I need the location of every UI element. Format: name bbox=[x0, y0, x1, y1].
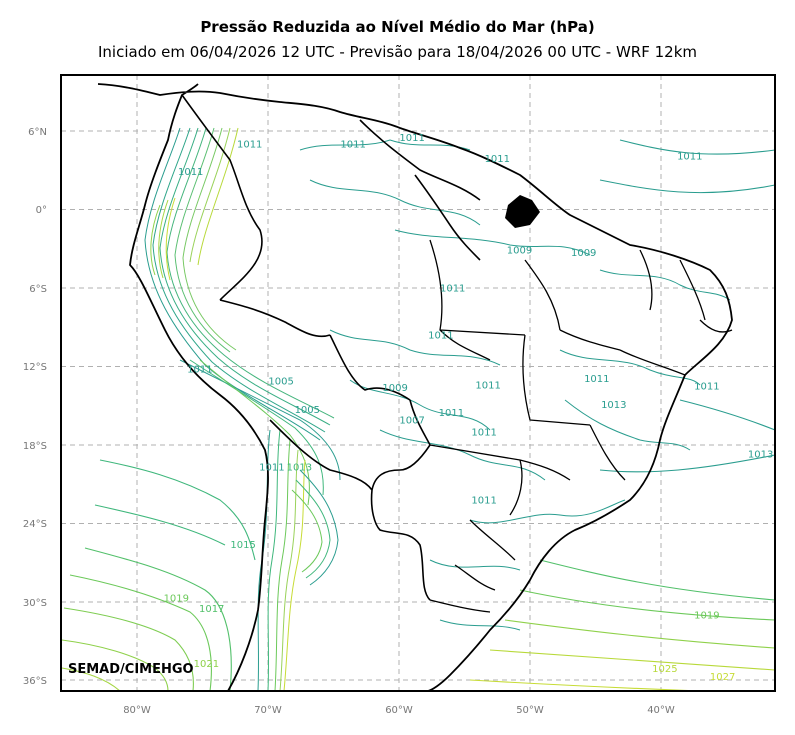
contour-label: 1013 bbox=[748, 450, 773, 461]
state-borders bbox=[429, 239, 733, 613]
country-borders bbox=[181, 94, 481, 601]
andes-contours bbox=[144, 127, 341, 691]
contour-label: 1011 bbox=[237, 140, 262, 151]
contour-label: 1009 bbox=[571, 248, 596, 259]
map-grid bbox=[61, 75, 775, 691]
contour-label: 1005 bbox=[268, 376, 293, 387]
interior-isobars bbox=[299, 139, 731, 631]
contour-label: 1011 bbox=[178, 167, 203, 178]
lat-label: 36°S bbox=[23, 676, 47, 687]
map-subtitle: Iniciado em 06/04/2026 12 UTC - Previsão… bbox=[97, 43, 698, 61]
map-frame bbox=[60, 74, 776, 692]
contour-label: 1011 bbox=[440, 284, 465, 295]
continent-coastline bbox=[97, 83, 733, 691]
contour-label: 1011 bbox=[439, 408, 464, 419]
contour-label: 1021 bbox=[194, 659, 219, 670]
contour-label: 1011 bbox=[428, 331, 453, 342]
contour-label: 1011 bbox=[584, 374, 609, 385]
lat-label: 0° bbox=[36, 205, 47, 216]
contour-label: 1013 bbox=[601, 400, 626, 411]
lat-label: 24°S bbox=[23, 519, 47, 530]
marajo-island bbox=[505, 195, 540, 228]
lon-label: 60°W bbox=[385, 705, 413, 716]
credit-label: SEMAD/CIMEHGO bbox=[68, 662, 194, 677]
contour-label: 1019 bbox=[164, 594, 189, 605]
ocean-isobars bbox=[61, 139, 775, 691]
contour-label: 1011 bbox=[259, 463, 284, 474]
boundaries bbox=[97, 83, 733, 691]
contour-label: 1011 bbox=[399, 133, 424, 144]
lon-label: 50°W bbox=[516, 705, 544, 716]
contour-label: 1009 bbox=[382, 383, 407, 394]
lat-tick-labels: 6°N 0° 6°S 12°S 18°S 24°S 30°S 36°S bbox=[23, 127, 47, 687]
map-title: Pressão Reduzida ao Nível Médio do Mar (… bbox=[200, 18, 595, 36]
contour-label: 1007 bbox=[399, 416, 424, 427]
contour-label: 1011 bbox=[340, 140, 365, 151]
contour-label: 1019 bbox=[694, 611, 719, 622]
contour-label: 1025 bbox=[652, 664, 677, 675]
contour-label: 1017 bbox=[199, 604, 224, 615]
lat-label: 6°S bbox=[29, 284, 47, 295]
lat-label: 30°S bbox=[23, 598, 47, 609]
contour-label: 1011 bbox=[471, 495, 496, 506]
lon-tick-labels: 80°W 70°W 60°W 50°W 40°W bbox=[123, 705, 675, 716]
contour-label: 1011 bbox=[475, 380, 500, 391]
contour-label: 1005 bbox=[295, 405, 320, 416]
contour-label: 1027 bbox=[710, 672, 735, 683]
lon-label: 40°W bbox=[647, 705, 675, 716]
contour-label: 1015 bbox=[230, 540, 255, 551]
lat-label: 6°N bbox=[28, 127, 47, 138]
contour-label: 1011 bbox=[485, 154, 510, 165]
lon-label: 80°W bbox=[123, 705, 151, 716]
contour-label: 1013 bbox=[287, 463, 312, 474]
lat-label: 12°S bbox=[23, 362, 47, 373]
contour-label: 1011 bbox=[694, 382, 719, 393]
contour-label: 1011 bbox=[677, 151, 702, 162]
contour-labels: 1011 1011 1011 1011 1009 1009 1011 1011 1011 1011… bbox=[164, 133, 774, 683]
lat-label: 18°S bbox=[23, 441, 47, 452]
contour-label: 1011 bbox=[187, 365, 212, 376]
contour-label: 1009 bbox=[507, 246, 532, 257]
lon-label: 70°W bbox=[254, 705, 282, 716]
contour-label: 1011 bbox=[471, 427, 496, 438]
